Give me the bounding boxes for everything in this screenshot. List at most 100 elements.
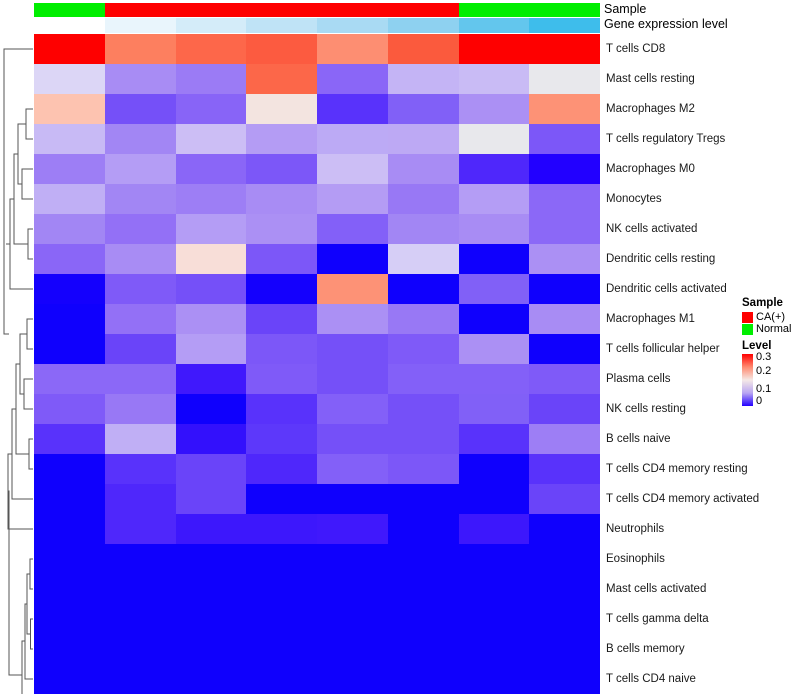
heatmap-cell [387,364,459,394]
heatmap-row [34,634,600,664]
heatmap-cell [175,94,247,124]
heatmap-cell [34,94,105,124]
heatmap-cell [529,364,600,394]
sample-legend: Sample CA(+) Normal [742,297,800,335]
gene-expression-annotation-cell [175,18,247,33]
heatmap-cell [458,424,530,454]
legend-item-label: Normal [756,322,792,335]
heatmap-cell [387,214,459,244]
heatmap-cell [246,94,317,124]
heatmap-row [34,664,600,694]
heatmap-row [34,604,600,634]
heatmap-cell [317,664,388,694]
row-label: T cells CD4 memory resting [606,463,748,475]
heatmap-row [34,124,600,154]
row-label: Plasma cells [606,373,671,385]
heatmap-cell [458,154,530,184]
heatmap-row [34,34,600,64]
heatmap-cell [387,244,459,274]
heatmap-cell [317,574,388,604]
heatmap-cell [246,424,317,454]
heatmap-cell [317,274,388,304]
sample-annotation-cell [529,3,600,17]
heatmap-row [34,544,600,574]
heatmap-cell [246,634,317,664]
heatmap-row [34,574,600,604]
row-label: NK cells resting [606,403,686,415]
row-label: T cells follicular helper [606,343,720,355]
heatmap-cell [246,334,317,364]
heatmap-cell [34,664,105,694]
heatmap-cell [34,244,105,274]
heatmap-cell [458,244,530,274]
heatmap-cell [246,64,317,94]
heatmap-cell [317,94,388,124]
heatmap-cell [175,154,247,184]
gene-expression-annotation-cell [529,18,600,33]
sample-annotation-cell [317,3,388,17]
heatmap-cell [458,664,530,694]
heatmap-cell [104,94,176,124]
heatmap-cell [34,124,105,154]
heatmap-cell [387,274,459,304]
colorbar-tick-label: 0.3 [756,351,772,363]
level-legend: Level 0.3 0.2 0.1 0 [742,340,800,407]
heatmap-cell [175,34,247,64]
heatmap-cell [529,184,600,214]
sample-legend-item: Normal [742,323,800,335]
heatmap-cell [529,604,600,634]
heatmap-cell [175,124,247,154]
row-label: Monocytes [606,193,662,205]
heatmap-cell [317,484,388,514]
heatmap-cell [387,304,459,334]
heatmap-cell [529,394,600,424]
heatmap-cell [458,544,530,574]
heatmap-cell [246,604,317,634]
heatmap-row [34,244,600,274]
heatmap-cell [175,424,247,454]
heatmap-cell [458,514,530,544]
heatmap-cell [175,514,247,544]
heatmap-cell [458,94,530,124]
heatmap-cell [387,574,459,604]
row-label: Macrophages M2 [606,103,695,115]
heatmap-cell [317,424,388,454]
row-dendrogram [0,34,34,694]
heatmap-cell [458,304,530,334]
heatmap-cell [34,304,105,334]
heatmap-cell [175,484,247,514]
row-label: Neutrophils [606,523,665,535]
heatmap-cell [104,274,176,304]
heatmap-cell [317,454,388,484]
heatmap-row [34,214,600,244]
heatmap-cell [529,64,600,94]
heatmap-cell [175,664,247,694]
heatmap-cell [317,64,388,94]
heatmap-cell [175,604,247,634]
heatmap-cell [246,154,317,184]
heatmap-cell [175,304,247,334]
heatmap-cell [317,514,388,544]
heatmap-cell [104,394,176,424]
heatmap-cell [34,544,105,574]
heatmap-cell [529,454,600,484]
heatmap-cell [175,394,247,424]
heatmap-cell [387,394,459,424]
heatmap-cell [175,244,247,274]
heatmap-cell [387,634,459,664]
heatmap-cell [387,664,459,694]
heatmap-cell [458,34,530,64]
heatmap-cell [529,664,600,694]
heatmap-cell [246,184,317,214]
sample-annotation-bar [34,3,600,17]
heatmap-cell [104,484,176,514]
gene-expression-annotation-cell [246,18,317,33]
heatmap-cell [175,334,247,364]
heatmap-cell [317,214,388,244]
heatmap-cell [246,484,317,514]
heatmap-cell [104,514,176,544]
heatmap-cell [175,214,247,244]
heatmap-cell [104,574,176,604]
heatmap-cell [458,184,530,214]
